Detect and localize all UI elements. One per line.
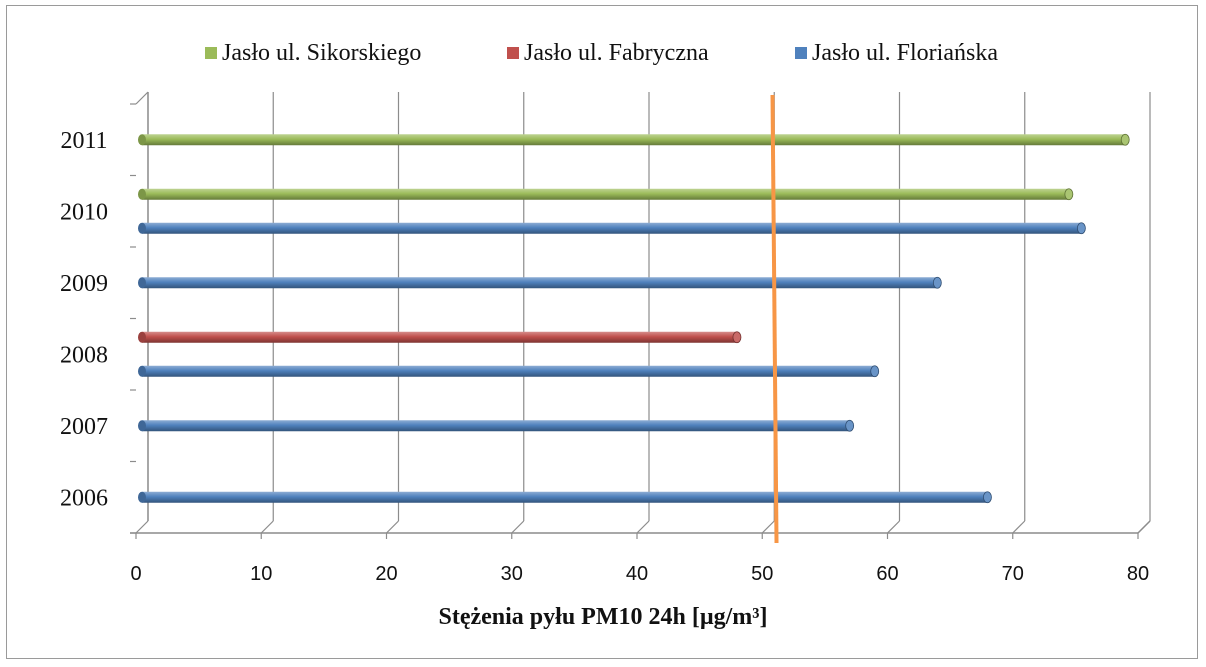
category-label: 2010 [60,199,108,225]
x-tick-label: 0 [130,563,141,585]
x-tick-label: 40 [626,563,648,585]
category-label: 2009 [60,271,108,297]
legend-swatch [795,47,807,59]
y-axis-top [135,91,149,105]
floor-line [386,520,399,534]
x-tick-label: 60 [876,563,898,585]
x-axis-title: Stężenia pyłu PM10 24h [µg/m³] [438,604,768,630]
floor-line [135,520,149,534]
legend-label: Jasło ul. Sikorskiego [222,39,422,66]
bar-2008-series-0 [138,365,880,378]
legend-label: Jasło ul. Floriańska [812,39,998,66]
legend-swatch [507,47,519,59]
bar-2008-series-1 [138,331,742,344]
floor-line [636,520,650,534]
bar-2007-series-0 [138,419,855,432]
floor-line [511,520,525,534]
bar-2009-series-0 [138,276,942,289]
legend-item: Jasło ul. Floriańska [795,33,998,73]
floor-line [887,520,900,534]
legend-label: Jasło ul. Fabryczna [524,39,709,66]
legend: Jasło ul. Sikorskiego Jasło ul. Fabryczna… [0,33,1206,73]
category-label: 2007 [60,414,108,440]
x-tick-label: 70 [1002,563,1024,585]
category-label: 2006 [60,485,108,511]
floor-line [1012,520,1026,534]
bar-2010-series-0 [138,222,1086,235]
bar-2011-series-2 [138,133,1130,146]
x-tick-label: 20 [375,563,397,585]
x-tick-label: 50 [751,563,773,585]
legend-item: Jasło ul. Sikorskiego [205,33,421,73]
x-axis-end [1137,520,1151,534]
category-label: 2011 [60,128,107,154]
bar-2006-series-0 [138,491,992,504]
x-tick-label: 10 [250,563,272,585]
legend-swatch [205,47,217,59]
reference-line [770,94,779,544]
x-tick-label: 30 [501,563,523,585]
floor-line [761,520,775,534]
category-label: 2008 [60,342,108,368]
bar-2010-series-2 [138,188,1074,201]
x-tick-label: 80 [1127,563,1149,585]
floor-line [260,520,274,534]
legend-item: Jasło ul. Fabryczna [507,33,709,73]
